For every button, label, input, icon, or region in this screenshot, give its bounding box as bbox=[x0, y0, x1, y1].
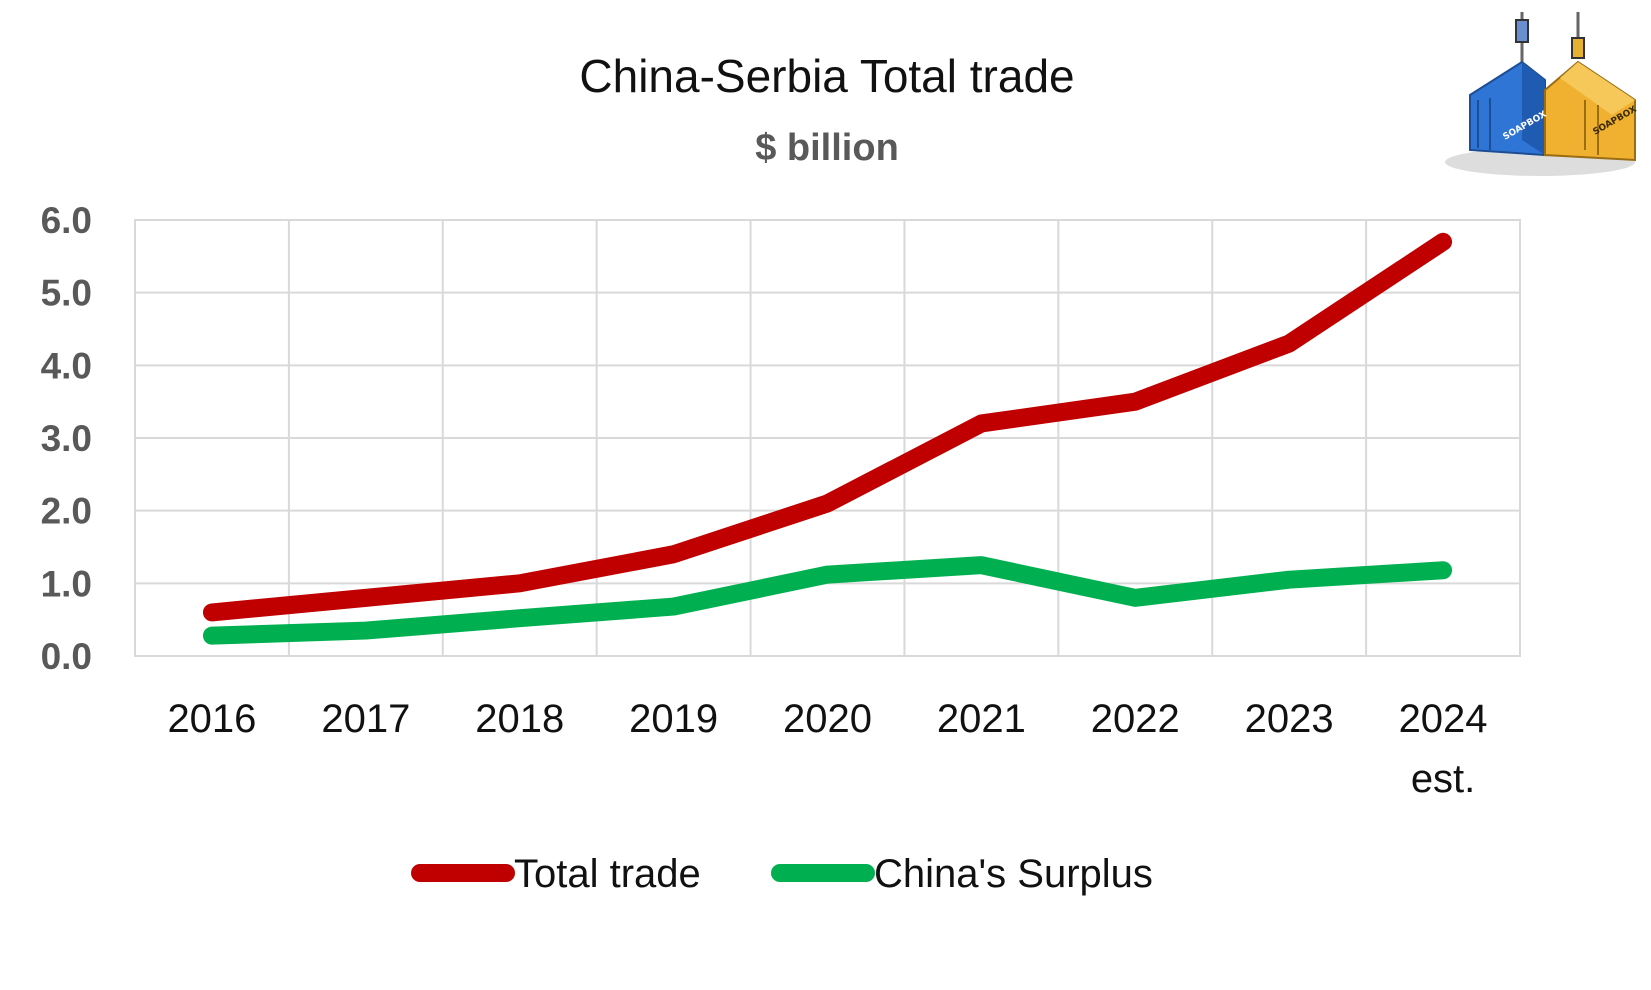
data-point bbox=[363, 595, 368, 600]
x-tick-label: 2018 bbox=[475, 697, 564, 741]
y-tick-label: 3.0 bbox=[41, 418, 92, 459]
data-point bbox=[1441, 239, 1446, 244]
data-point bbox=[209, 610, 214, 615]
x-tick-label: 2020 bbox=[783, 697, 872, 741]
x-tick-label: 2024 est. bbox=[1399, 697, 1488, 801]
x-tick-label: 2017 bbox=[321, 697, 410, 741]
data-point bbox=[517, 616, 522, 621]
chart-title: China-Serbia Total trade bbox=[579, 50, 1074, 102]
data-point bbox=[1287, 341, 1292, 346]
data-point bbox=[363, 628, 368, 633]
y-tick-label: 4.0 bbox=[41, 345, 92, 386]
y-tick-label: 5.0 bbox=[41, 273, 92, 314]
x-tick-label: 2019 bbox=[629, 697, 718, 741]
data-point bbox=[671, 552, 676, 557]
x-tick-label: 2021 bbox=[937, 697, 1026, 741]
x-tick-label: 2023 bbox=[1245, 697, 1334, 741]
data-point bbox=[1133, 595, 1138, 600]
data-point bbox=[209, 633, 214, 638]
y-tick-label: 1.0 bbox=[41, 563, 92, 604]
data-point bbox=[1441, 568, 1446, 573]
data-point bbox=[1287, 577, 1292, 582]
x-tick-label: 2022 bbox=[1091, 697, 1180, 741]
data-point bbox=[671, 604, 676, 609]
legend-label: Total trade bbox=[514, 852, 701, 896]
data-point bbox=[825, 572, 830, 577]
legend-label: China's Surplus bbox=[874, 852, 1153, 896]
chart-grid bbox=[134, 219, 1521, 657]
legend: Total trade China's Surplus bbox=[411, 852, 1153, 896]
y-axis: 0.0 1.0 2.0 3.0 4.0 5.0 6.0 bbox=[41, 200, 92, 677]
data-point bbox=[1133, 399, 1138, 404]
y-tick-label: 2.0 bbox=[41, 491, 92, 532]
y-tick-label: 6.0 bbox=[41, 200, 92, 241]
y-tick-label: 0.0 bbox=[41, 636, 92, 677]
x-axis: 2016 2017 2018 2019 2020 2021 2022 2023 2024 est. bbox=[167, 697, 1487, 801]
data-point bbox=[517, 581, 522, 586]
data-point bbox=[825, 501, 830, 506]
x-tick-label: 2016 bbox=[167, 697, 256, 741]
data-point bbox=[979, 563, 984, 568]
series-line-0 bbox=[202, 232, 1453, 622]
series-lines bbox=[202, 232, 1453, 645]
data-point bbox=[979, 421, 984, 426]
soapbox-logo: SOAPBOX SOAPBOX bbox=[1445, 12, 1639, 176]
chart-subtitle: $ billion bbox=[755, 127, 899, 169]
